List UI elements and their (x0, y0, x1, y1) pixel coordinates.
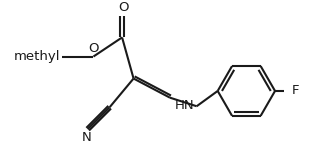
Text: O: O (118, 2, 128, 14)
Text: O: O (88, 42, 99, 55)
Text: HN: HN (175, 99, 195, 112)
Text: methyl: methyl (13, 50, 60, 63)
Text: N: N (82, 131, 91, 144)
Text: F: F (292, 84, 300, 97)
